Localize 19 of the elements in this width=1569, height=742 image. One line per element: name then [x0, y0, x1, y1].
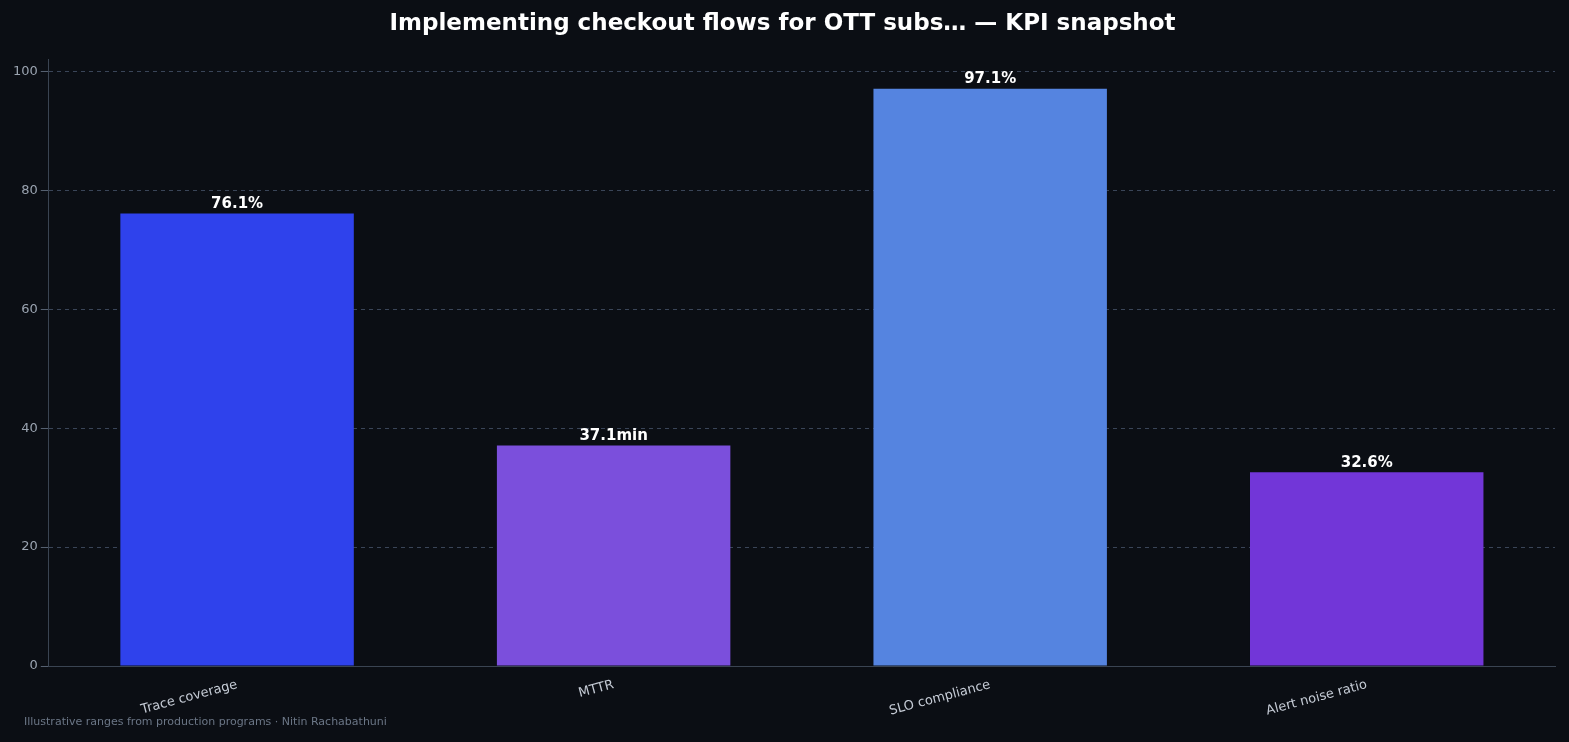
- data-label: 97.1%: [964, 69, 1017, 88]
- x-tick-label: Trace coverage: [138, 676, 239, 717]
- y-tick-label: 20: [21, 538, 38, 554]
- data-label: 76.1%: [211, 193, 264, 212]
- y-tick-label: 100: [12, 62, 38, 78]
- bar: [120, 213, 354, 666]
- x-tick-label: MTTR: [576, 676, 616, 700]
- y-tick-label: 0: [29, 657, 38, 673]
- bar: [1250, 472, 1484, 666]
- text: Illustrative ranges from production programs · Nitin Rachabathuni: [24, 715, 387, 729]
- x-tick-label: Alert noise ratio: [1264, 676, 1369, 718]
- bar: [496, 445, 731, 666]
- chart-title: Implementing checkout flows for OTT subs… — KPI snapshot: [389, 8, 1176, 35]
- bar: [873, 88, 1107, 666]
- data-label: 37.1min: [579, 425, 648, 444]
- y-tick-label: 40: [21, 419, 38, 435]
- data-label: 32.6%: [1340, 452, 1393, 471]
- y-tick-label: 60: [21, 300, 38, 316]
- y-tick-label: 80: [21, 181, 38, 197]
